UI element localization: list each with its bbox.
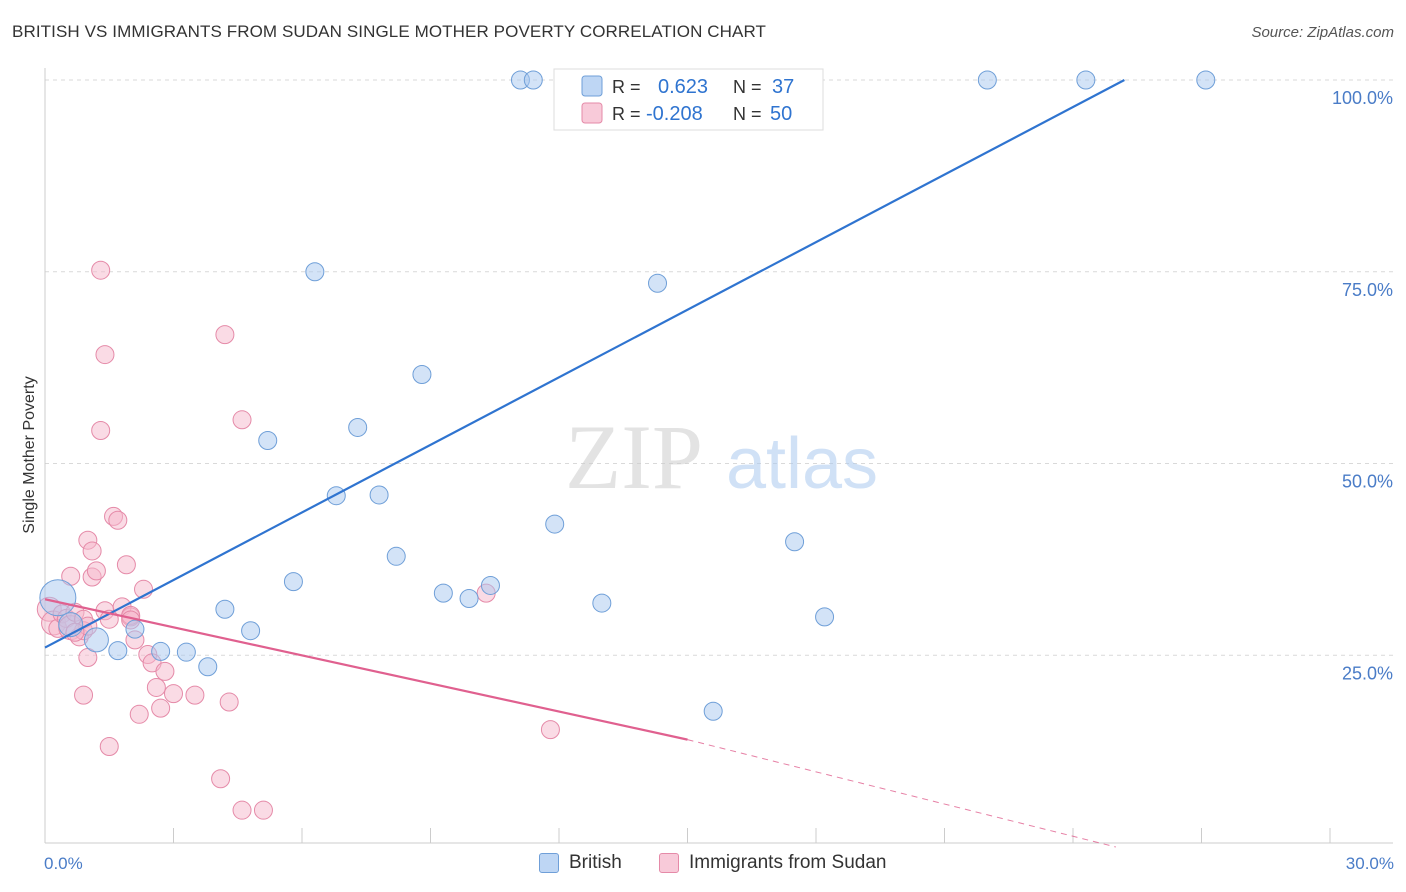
sudan-point-37 xyxy=(211,769,231,789)
legend-sudan-r-label: R = xyxy=(612,104,641,124)
sudan-point-38 xyxy=(215,325,235,345)
british-point-20 xyxy=(480,575,500,595)
sudan-point-40 xyxy=(232,410,252,430)
sudan-point-32 xyxy=(146,677,166,697)
sudan-point-48 xyxy=(540,720,560,740)
legend-bottom: British Immigrants from Sudan xyxy=(0,852,1406,878)
legend-sudan-r-value: -0.208 xyxy=(646,103,703,125)
x-tick-label-min: 0.0% xyxy=(44,854,83,873)
british-point-0 xyxy=(39,579,77,617)
legend-top: R = 0.623 N = 37 R = -0.208 N = 50 xyxy=(553,68,824,131)
sudan-point-15 xyxy=(82,541,102,561)
british-point-18 xyxy=(433,583,453,603)
y-tick-labels: 25.0% 50.0% 75.0% 100.0% xyxy=(1332,88,1393,683)
british-point-32 xyxy=(977,70,997,90)
watermark: ZIP atlas xyxy=(565,406,878,508)
british-point-27 xyxy=(648,273,668,293)
sudan-point-19 xyxy=(95,345,115,365)
legend-bottom-british-swatch xyxy=(539,853,559,873)
british-point-8 xyxy=(215,599,235,619)
sudan-point-13 xyxy=(74,685,94,705)
legend-bottom-sudan: Immigrants from Sudan xyxy=(659,852,886,874)
british-point-30 xyxy=(785,532,805,552)
british-point-4 xyxy=(125,619,145,639)
british-point-7 xyxy=(198,657,218,677)
legend-british-r-label: R = xyxy=(612,77,641,97)
british-point-5 xyxy=(151,641,171,661)
british-point-31 xyxy=(815,607,835,627)
british-point-15 xyxy=(369,485,389,505)
sudan-trend-extension xyxy=(687,739,1116,848)
watermark-atlas: atlas xyxy=(726,424,878,504)
british-point-14 xyxy=(348,417,368,437)
sudan-points xyxy=(36,260,560,820)
british-point-25 xyxy=(592,593,612,613)
sudan-point-21 xyxy=(99,737,119,757)
british-point-33 xyxy=(1076,70,1096,90)
sudan-point-18 xyxy=(91,421,111,441)
british-point-9 xyxy=(241,621,261,641)
y-axis-label: Single Mother Poverty xyxy=(21,376,38,533)
british-point-19 xyxy=(459,588,479,608)
sudan-point-36 xyxy=(185,685,205,705)
chart-title: BRITISH VS IMMIGRANTS FROM SUDAN SINGLE … xyxy=(12,22,767,41)
legend-british-swatch xyxy=(581,75,603,97)
british-trend-line xyxy=(44,79,1125,649)
legend-british-n-value: 37 xyxy=(772,76,794,98)
british-point-3 xyxy=(108,641,128,661)
sudan-point-23 xyxy=(108,510,128,530)
x-tick-labels: 0.0% 30.0% xyxy=(44,854,1394,873)
y-tick-label-75: 75.0% xyxy=(1342,280,1393,300)
legend-british-n-label: N = xyxy=(733,77,762,97)
british-point-16 xyxy=(386,546,406,566)
british-point-13 xyxy=(326,486,346,506)
british-point-17 xyxy=(412,365,432,385)
legend-bottom-british-label: British xyxy=(569,852,622,873)
british-point-6 xyxy=(176,642,196,662)
british-point-34 xyxy=(1196,70,1216,90)
sudan-point-25 xyxy=(116,555,136,575)
sudan-point-17 xyxy=(86,561,106,581)
legend-sudan-swatch xyxy=(581,102,603,124)
sudan-point-43 xyxy=(91,260,111,280)
legend-bottom-british: British xyxy=(539,852,622,874)
british-points xyxy=(39,70,1216,721)
british-point-23 xyxy=(545,514,565,534)
sudan-trend-line xyxy=(44,598,688,741)
sudan-point-39 xyxy=(219,692,239,712)
y-tick-label-50: 50.0% xyxy=(1342,472,1393,492)
sudan-point-34 xyxy=(155,661,175,681)
british-point-12 xyxy=(305,262,325,282)
watermark-zip: ZIP xyxy=(565,406,703,508)
source-label: Source: ZipAtlas.com xyxy=(1251,24,1394,41)
trend-lines xyxy=(44,79,1125,848)
sudan-point-41 xyxy=(232,800,252,820)
grid-lines xyxy=(45,79,1393,656)
legend-sudan-n-label: N = xyxy=(733,104,762,124)
british-point-29 xyxy=(703,701,723,721)
y-tick-label-25: 25.0% xyxy=(1342,663,1393,683)
sudan-point-28 xyxy=(129,704,149,724)
british-point-2 xyxy=(83,627,109,653)
sudan-point-35 xyxy=(164,684,183,704)
british-point-10 xyxy=(258,430,278,450)
british-point-11 xyxy=(283,572,303,592)
axes xyxy=(44,68,1393,844)
x-tick-label-max: 30.0% xyxy=(1346,854,1394,873)
legend-bottom-sudan-swatch xyxy=(659,853,679,873)
y-tick-label-100: 100.0% xyxy=(1332,88,1393,108)
sudan-point-42 xyxy=(253,800,273,820)
sudan-point-33 xyxy=(151,698,171,718)
legend-sudan-n-value: 50 xyxy=(770,103,792,125)
legend-british-r-value: 0.623 xyxy=(658,76,708,98)
british-point-22 xyxy=(523,70,543,90)
legend-bottom-sudan-label: Immigrants from Sudan xyxy=(689,852,887,873)
